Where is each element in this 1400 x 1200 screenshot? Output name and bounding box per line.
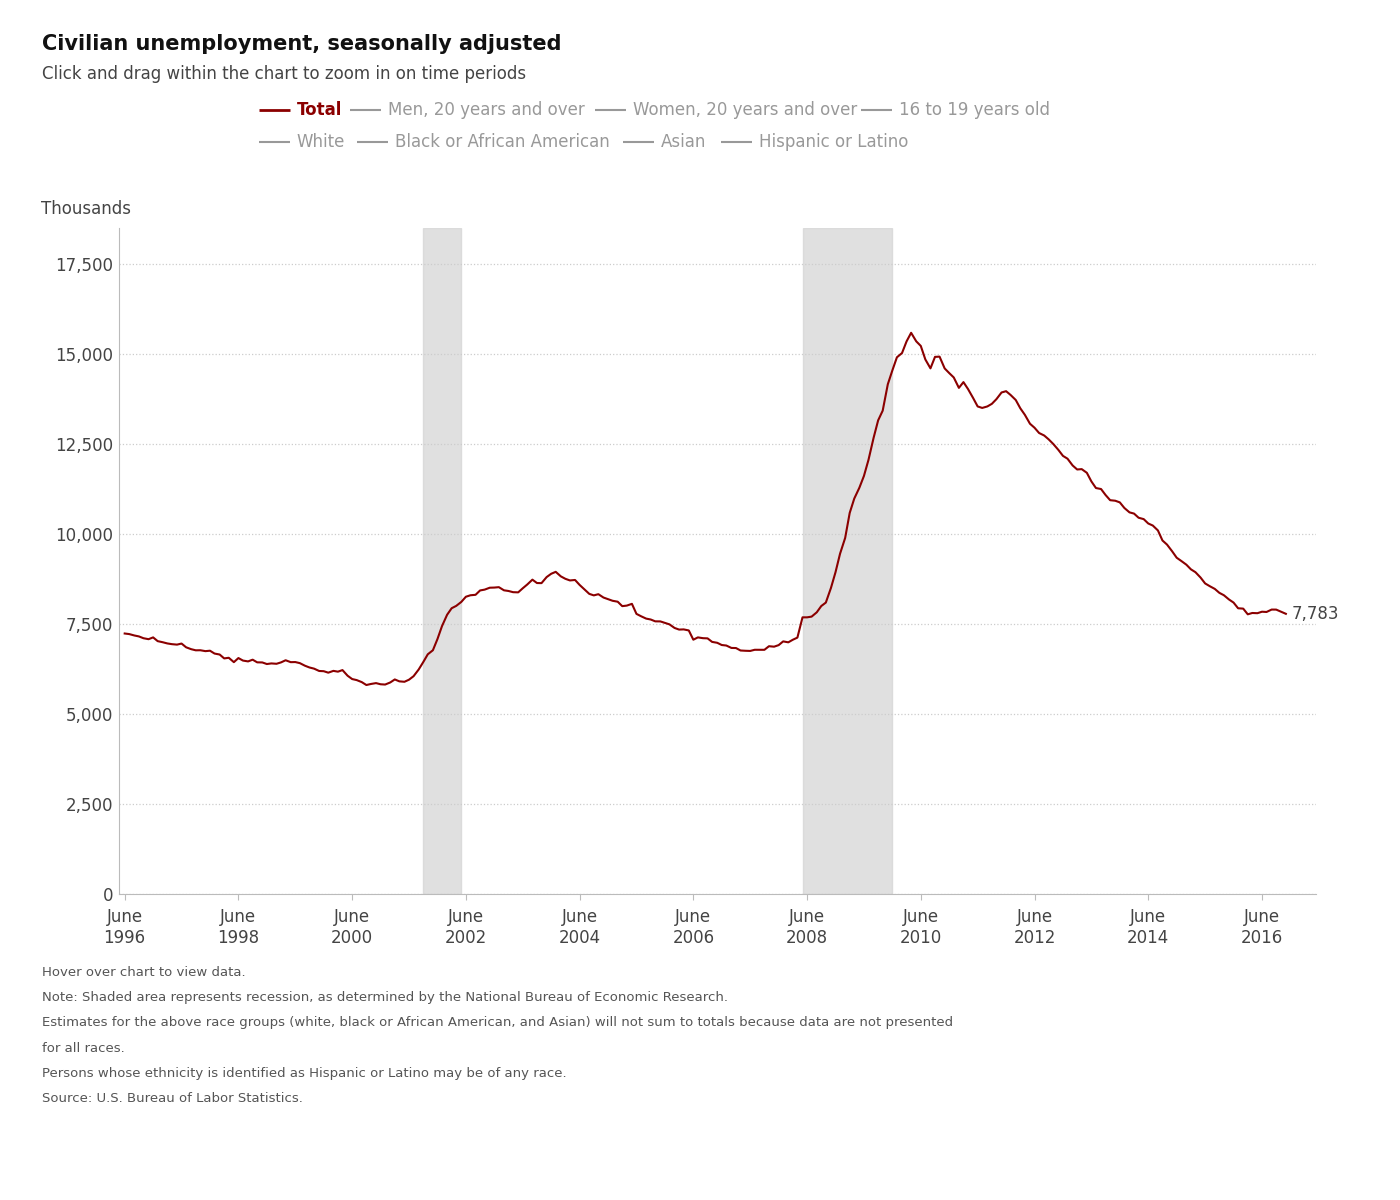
Text: Hispanic or Latino: Hispanic or Latino — [759, 132, 909, 150]
Bar — [802, 228, 892, 894]
Text: Thousands: Thousands — [41, 200, 132, 218]
Text: White: White — [297, 132, 346, 150]
Text: Persons whose ethnicity is identified as Hispanic or Latino may be of any race.: Persons whose ethnicity is identified as… — [42, 1067, 567, 1080]
Text: Estimates for the above race groups (white, black or African American, and Asian: Estimates for the above race groups (whi… — [42, 1016, 953, 1030]
Text: Total: Total — [297, 101, 342, 119]
Text: 16 to 19 years old: 16 to 19 years old — [899, 101, 1050, 119]
Bar — [423, 228, 462, 894]
Text: Black or African American: Black or African American — [395, 132, 609, 150]
Text: Asian: Asian — [661, 132, 706, 150]
Text: Note: Shaded area represents recession, as determined by the National Bureau of : Note: Shaded area represents recession, … — [42, 991, 728, 1004]
Text: Source: U.S. Bureau of Labor Statistics.: Source: U.S. Bureau of Labor Statistics. — [42, 1092, 302, 1105]
Text: Click and drag within the chart to zoom in on time periods: Click and drag within the chart to zoom … — [42, 65, 526, 83]
Text: Hover over chart to view data.: Hover over chart to view data. — [42, 966, 245, 979]
Text: Women, 20 years and over: Women, 20 years and over — [633, 101, 857, 119]
Text: 7,783: 7,783 — [1292, 605, 1338, 623]
Text: Men, 20 years and over: Men, 20 years and over — [388, 101, 585, 119]
Text: Civilian unemployment, seasonally adjusted: Civilian unemployment, seasonally adjust… — [42, 34, 561, 54]
Text: for all races.: for all races. — [42, 1042, 125, 1055]
